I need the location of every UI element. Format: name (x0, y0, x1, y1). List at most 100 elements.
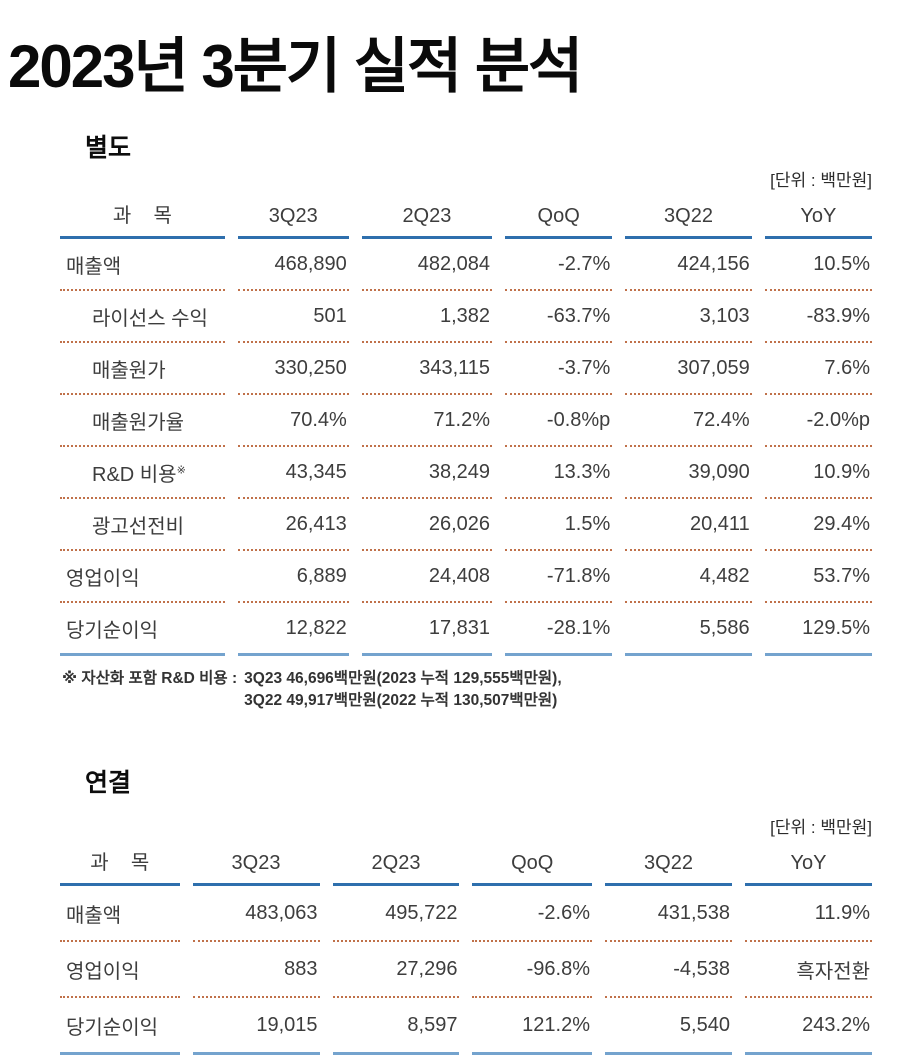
table-row-revenue: 매출액 483,063 495,722 -2.6% 431,538 11.9% (60, 886, 872, 943)
column-header-qoq: QoQ (472, 840, 592, 887)
row-label: 매출원가율 (60, 395, 225, 447)
cell-3q23: 70.4% (237, 395, 349, 447)
cell-3q22: 39,090 (625, 447, 752, 499)
standalone-table: 과 목 3Q23 2Q23 QoQ 3Q22 YoY 매출액 468,890 4… (47, 193, 885, 656)
cell-3q23: 19,015 (192, 998, 320, 1056)
cell-qoq: -2.7% (505, 239, 613, 291)
cell-yoy: 29.4% (764, 499, 872, 551)
column-header-3q22: 3Q22 (605, 840, 732, 887)
cell-3q22: 3,103 (625, 291, 752, 343)
footnote-line-2: 3Q22 49,917백만원(2022 누적 130,507백만원) (244, 691, 558, 709)
cell-2q23: 1,382 (361, 291, 493, 343)
column-header-3q22: 3Q22 (625, 193, 752, 239)
cell-2q23: 26,026 (361, 499, 493, 551)
cell-2q23: 27,296 (332, 942, 460, 999)
standalone-header-row: 과 목 3Q23 2Q23 QoQ 3Q22 YoY (60, 193, 872, 239)
cell-qoq: -2.6% (472, 886, 592, 943)
page-title: 2023년 3분기 실적 분석 (8, 33, 583, 100)
row-label: R&D 비용※ (60, 447, 225, 499)
cell-yoy: 53.7% (764, 551, 872, 603)
cell-3q23: 468,890 (237, 239, 349, 291)
row-label: 매출액 (60, 886, 180, 943)
cell-3q23: 6,889 (237, 551, 349, 603)
column-header-yoy: YoY (744, 840, 872, 887)
cell-3q22: 20,411 (625, 499, 752, 551)
cell-2q23: 17,831 (361, 603, 493, 656)
table-row-operating-profit: 영업이익 6,889 24,408 -71.8% 4,482 53.7% (60, 551, 872, 603)
table-row-net-income: 당기순이익 12,822 17,831 -28.1% 5,586 129.5% (60, 603, 872, 656)
cell-3q23: 883 (192, 942, 320, 999)
row-label: 광고선전비 (60, 499, 225, 551)
cell-yoy: 10.9% (764, 447, 872, 499)
column-header-2q23: 2Q23 (332, 840, 460, 887)
cell-3q23: 483,063 (192, 886, 320, 943)
cell-yoy: -83.9% (764, 291, 872, 343)
table-row-license-revenue: 라이선스 수익 501 1,382 -63.7% 3,103 -83.9% (60, 291, 872, 343)
footnote-prefix: ※ 자산화 포함 R&D 비용 : (62, 670, 238, 687)
consolidated-table: 과 목 3Q23 2Q23 QoQ 3Q22 YoY 매출액 483,063 4… (47, 840, 885, 1056)
cell-2q23: 495,722 (332, 886, 460, 943)
cell-qoq: -28.1% (505, 603, 613, 656)
cell-qoq: -71.8% (505, 551, 613, 603)
column-header-2q23: 2Q23 (361, 193, 493, 239)
cell-3q22: 72.4% (625, 395, 752, 447)
cell-2q23: 38,249 (361, 447, 493, 499)
table-row-rnd-expense: R&D 비용※ 43,345 38,249 13.3% 39,090 10.9% (60, 447, 872, 499)
cell-3q23: 330,250 (237, 343, 349, 395)
row-label: 당기순이익 (60, 998, 180, 1056)
cell-yoy: 129.5% (764, 603, 872, 656)
cell-yoy: 흑자전환 (744, 942, 872, 999)
cell-yoy: 10.5% (764, 239, 872, 291)
cell-2q23: 343,115 (361, 343, 493, 395)
consolidated-header-row: 과 목 3Q23 2Q23 QoQ 3Q22 YoY (60, 840, 872, 887)
section-standalone-heading: 별도 (85, 134, 132, 162)
table-row-net-income: 당기순이익 19,015 8,597 121.2% 5,540 243.2% (60, 998, 872, 1056)
column-header-yoy: YoY (764, 193, 872, 239)
cell-3q22: 5,586 (625, 603, 752, 656)
row-label: 매출액 (60, 239, 225, 291)
footnote-line-1: 3Q23 46,696백만원(2023 누적 129,555백만원), (244, 670, 562, 687)
cell-2q23: 24,408 (361, 551, 493, 603)
cell-qoq: -96.8% (472, 942, 592, 999)
cell-3q22: 5,540 (605, 998, 732, 1056)
cell-3q23: 12,822 (237, 603, 349, 656)
row-label-text: R&D 비용 (92, 464, 177, 486)
cell-qoq: 13.3% (505, 447, 613, 499)
footnote-lines: 3Q23 46,696백만원(2023 누적 129,555백만원), 3Q22… (244, 668, 561, 711)
table-row-cogs: 매출원가 330,250 343,115 -3.7% 307,059 7.6% (60, 343, 872, 395)
column-header-qoq: QoQ (505, 193, 613, 239)
cell-yoy: -2.0%p (764, 395, 872, 447)
table-row-cogs-ratio: 매출원가율 70.4% 71.2% -0.8%p 72.4% -2.0%p (60, 395, 872, 447)
cell-yoy: 11.9% (744, 886, 872, 943)
cell-2q23: 71.2% (361, 395, 493, 447)
section-standalone: 별도 [단위 : 백만원] 과 목 3Q23 2Q23 QoQ 3Q22 YoY (60, 128, 872, 711)
cell-qoq: -63.7% (505, 291, 613, 343)
column-header-subject: 과 목 (60, 193, 225, 239)
table-row-revenue: 매출액 468,890 482,084 -2.7% 424,156 10.5% (60, 239, 872, 291)
cell-qoq: 1.5% (505, 499, 613, 551)
cell-qoq: -0.8%p (505, 395, 613, 447)
section-consolidated-heading: 연결 (85, 769, 132, 798)
cell-qoq: 121.2% (472, 998, 592, 1056)
cell-qoq: -3.7% (505, 343, 613, 395)
rnd-footnote: ※ 자산화 포함 R&D 비용 : 3Q23 46,696백만원(2023 누적… (62, 668, 872, 711)
table-row-operating-profit: 영업이익 883 27,296 -96.8% -4,538 흑자전환 (60, 942, 872, 999)
cell-3q22: 424,156 (625, 239, 752, 291)
row-label: 매출원가 (60, 343, 225, 395)
unit-label-consolidated: [단위 : 백만원] (770, 818, 872, 838)
row-label: 영업이익 (60, 942, 180, 999)
cell-3q23: 501 (237, 291, 349, 343)
cell-3q23: 26,413 (237, 499, 349, 551)
column-header-3q23: 3Q23 (192, 840, 320, 887)
cell-3q22: 4,482 (625, 551, 752, 603)
cell-2q23: 8,597 (332, 998, 460, 1056)
row-label: 당기순이익 (60, 603, 225, 656)
cell-yoy: 7.6% (764, 343, 872, 395)
cell-3q23: 43,345 (237, 447, 349, 499)
cell-3q22: 431,538 (605, 886, 732, 943)
cell-2q23: 482,084 (361, 239, 493, 291)
column-header-3q23: 3Q23 (237, 193, 349, 239)
cell-3q22: 307,059 (625, 343, 752, 395)
row-label: 영업이익 (60, 551, 225, 603)
